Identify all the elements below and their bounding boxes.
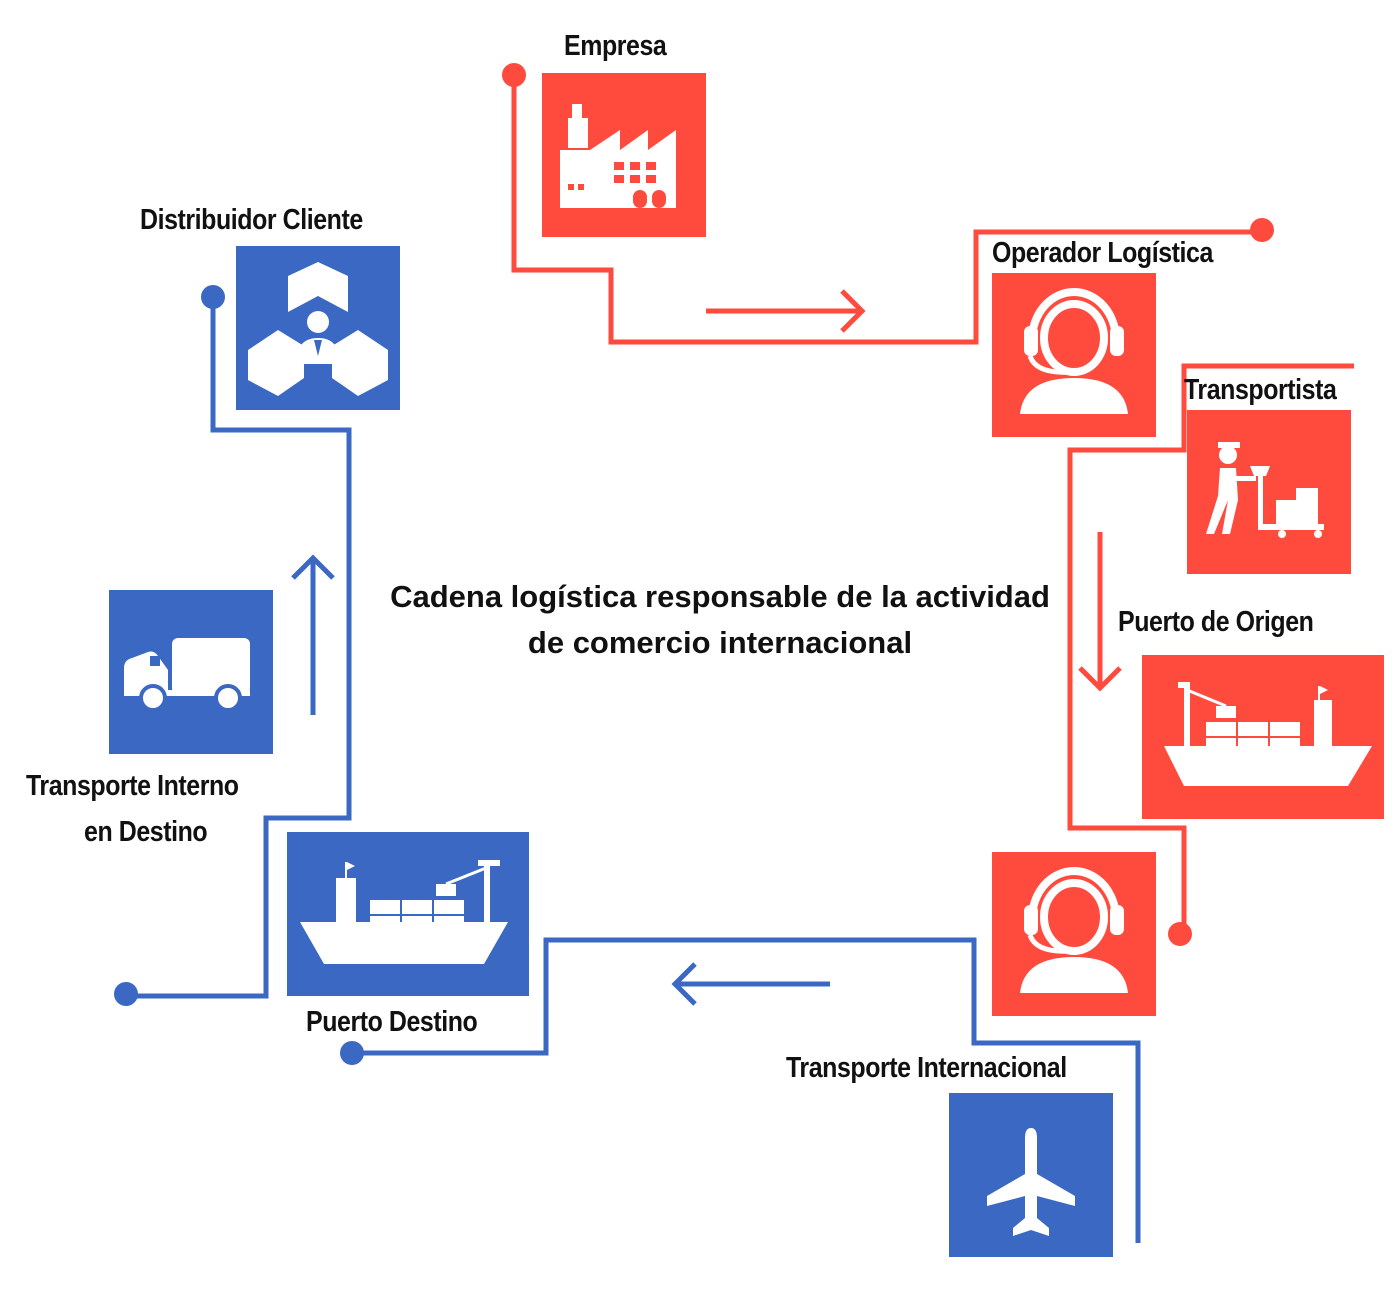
label-transporte-internacional: Transporte Internacional (786, 1052, 1067, 1084)
connector-distribuidor-route (126, 297, 352, 999)
cargo-ship-icon (1164, 682, 1372, 786)
arrow-up-head (291, 554, 335, 580)
label-distribuidor: Distribuidor Cliente (140, 204, 363, 236)
box-operador (992, 273, 1156, 437)
connector-transportista-route (1067, 363, 1354, 934)
connector-dot (340, 1041, 364, 1065)
airplane-icon (987, 1128, 1075, 1236)
box-transporte-internacional (949, 1093, 1113, 1257)
label-operador: Operador Logística (992, 237, 1213, 269)
label-transportista: Transportista (1184, 374, 1337, 406)
headset-operator-icon (1020, 867, 1128, 993)
box-puerto-origen (1142, 655, 1384, 819)
connector-dot (114, 982, 138, 1006)
connector-international-route (352, 937, 1141, 1243)
label-transporte-interno-line1: Transporte Interno (26, 770, 239, 802)
box-transportista (1187, 410, 1351, 574)
distributor-client-icon (248, 262, 388, 396)
box-empresa (542, 73, 706, 237)
arrow-left-head (671, 962, 697, 1006)
connector-dot (502, 63, 526, 87)
connector-empresa-operador (511, 75, 1262, 345)
label-transporte-interno-line2: en Destino (84, 816, 208, 848)
arrow-right-head (840, 289, 866, 333)
diagram-title: Cadena logística responsable de la activ… (360, 574, 1080, 666)
label-empresa: Empresa (564, 30, 667, 62)
diagram-title-line1: Cadena logística responsable de la activ… (390, 579, 1050, 614)
label-puerto-destino: Puerto Destino (306, 1006, 478, 1038)
box-puerto-destino (287, 832, 529, 996)
box-distribuidor (236, 246, 400, 410)
box-operador-2 (992, 852, 1156, 1016)
hand-truck-worker-icon (1206, 442, 1324, 538)
connector-dot (1168, 922, 1192, 946)
diagram-title-line2: de comercio internacional (527, 625, 913, 660)
connector-dot (201, 285, 225, 309)
label-puerto-origen: Puerto de Origen (1118, 606, 1314, 638)
headset-operator-icon (1020, 288, 1128, 414)
box-transporte-interno (109, 590, 273, 754)
arrow-down-head (1078, 666, 1122, 692)
cargo-ship-icon (300, 860, 508, 964)
connector-dot (1250, 218, 1274, 242)
